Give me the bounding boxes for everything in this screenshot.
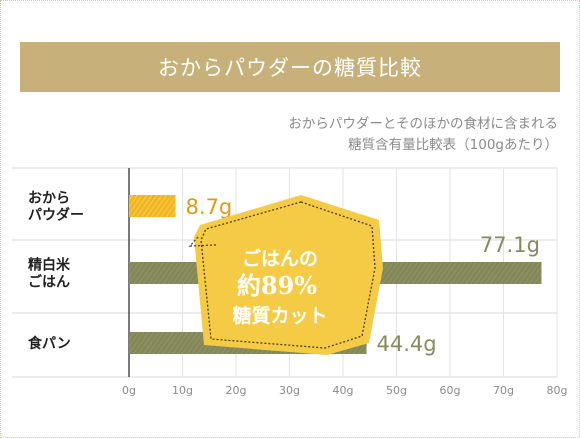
chart-subtitle: おからパウダーとそのほかの食材に含まれる 糖質含有量比較表（100gあたり） bbox=[158, 114, 558, 156]
subtitle-line-1: おからパウダーとそのほかの食材に含まれる bbox=[288, 116, 558, 132]
category-label: ごはん bbox=[28, 274, 70, 291]
callout-dotted-outline bbox=[200, 201, 376, 349]
x-tick-label: 70g bbox=[493, 384, 514, 397]
x-tick-label: 60g bbox=[440, 384, 461, 397]
value-label: 44.4g bbox=[377, 332, 437, 356]
callout-pointer bbox=[188, 236, 217, 247]
x-tick-label: 80g bbox=[547, 384, 568, 397]
category-label: 食パン bbox=[28, 335, 71, 352]
callout-line-3: 糖質カット bbox=[232, 304, 327, 327]
x-tick-label: 10g bbox=[172, 384, 193, 397]
chart-title: おからパウダーの糖質比較 bbox=[158, 56, 422, 80]
title-band: おからパウダーの糖質比較 bbox=[20, 42, 560, 92]
value-label: 8.7g bbox=[186, 195, 233, 219]
x-tick-label: 0g bbox=[122, 384, 136, 397]
value-label: 77.1g bbox=[480, 233, 540, 257]
callout-line-2: 約89% bbox=[237, 271, 317, 300]
callout-line-1: ごはんの bbox=[242, 247, 318, 270]
category-label: 精白米 bbox=[28, 257, 71, 274]
callout-shape bbox=[194, 195, 383, 355]
bar-0 bbox=[129, 195, 176, 217]
subtitle-line-2: 糖質含有量比較表（100gあたり） bbox=[348, 137, 558, 153]
category-label: おから bbox=[28, 191, 70, 207]
x-tick-label: 40g bbox=[333, 384, 354, 397]
x-tick-label: 20g bbox=[226, 384, 247, 397]
x-tick-label: 50g bbox=[386, 384, 407, 397]
x-tick-label: 30g bbox=[279, 384, 300, 397]
callout-badge: ごはんの 約89% 糖質カット bbox=[188, 195, 383, 355]
category-label: パウダー bbox=[28, 207, 84, 224]
